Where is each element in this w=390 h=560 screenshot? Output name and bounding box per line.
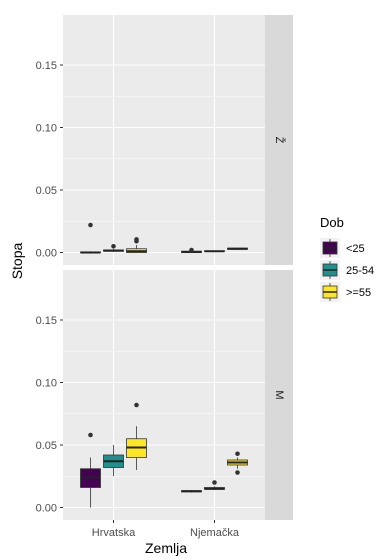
legend-title: Dob [320,215,344,230]
facet-strip-label: M [273,390,285,399]
panel-background [63,15,265,265]
outlier-point [111,243,116,249]
y-tick-label: 0.05 [36,185,57,197]
y-tick-label: 0.05 [36,440,57,452]
y-tick-label: 0.00 [36,248,57,260]
y-tick-label: 0.15 [36,315,57,327]
legend-label: >=55 [346,287,371,299]
facet-strip [265,15,293,265]
outlier-point [134,402,139,408]
legend-label: 25-54 [346,265,374,277]
y-tick-label: 0.10 [36,123,57,135]
y-tick-label: 0.00 [36,503,57,515]
facet-strip-label: Ž [273,137,286,144]
y-tick-label: 0.10 [36,378,57,390]
legend-label: <25 [346,243,365,255]
outlier-point [189,247,194,253]
x-tick-label: Njemačka [190,527,240,539]
outlier-point [88,222,93,228]
outlier-point [134,237,139,242]
x-tick-label: Hrvatska [92,527,136,539]
outlier-point [88,432,93,438]
outlier-point [235,451,240,457]
outlier-point [235,470,240,475]
y-tick-label: 0.15 [36,60,57,72]
x-axis-title: Zemlja [145,540,187,556]
y-axis-title: Stopa [9,242,25,279]
outlier-point [212,480,217,485]
facet-strip [265,270,293,520]
